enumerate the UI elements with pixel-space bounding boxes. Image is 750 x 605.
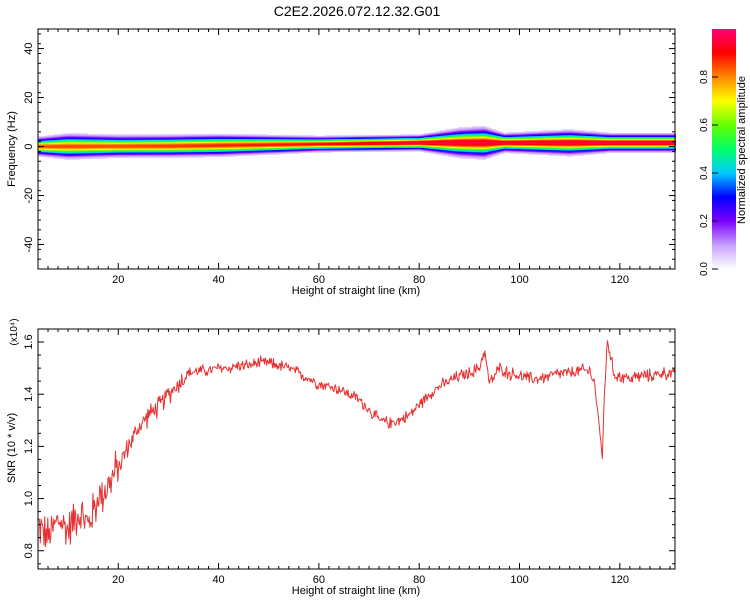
snr-ticks: 20 40 60 80 100 120 0.8 1.0 1.2 1.4 1.6 [23,329,675,586]
snr-scale-label: (x10⁴) [9,318,20,345]
colorbar-tick-label: 0.4 [699,166,710,180]
colorbar-gradient [712,29,736,269]
snr-ylabel: SNR (10 * v/v) [6,413,18,483]
colorbar-tick-label: 0.8 [699,70,710,84]
spectrogram-ytick-label: -20 [23,188,35,204]
snr-background [38,329,675,569]
snr-xtick-label: 60 [313,574,325,586]
colorbar-ticks: 0.0 0.2 0.4 0.6 0.8 [699,70,718,276]
figure-title: C2E2.2026.072.12.32.G01 [274,3,441,19]
snr-ytick-label: 1.2 [23,439,35,454]
colorbar: 0.0 0.2 0.4 0.6 0.8 Normalized spectral ampl… [699,29,748,276]
snr-series-line [38,340,675,548]
snr-panel: 20 40 60 80 100 120 0.8 1.0 1.2 1.4 1.6 Height of … [6,318,676,597]
snr-frame [37,328,676,570]
colorbar-tick-label: 0.0 [699,262,710,276]
spectrogram-xlabel: Height of straight line (km) [292,285,420,297]
spectrogram-xtick-label: 100 [510,274,528,286]
colorbar-tick-label: 0.6 [699,118,710,132]
colorbar-label: Normalized spectral amplitude [736,76,748,224]
snr-xtick-label: 80 [413,574,425,586]
spectrogram-ytick-label: 20 [23,91,35,103]
spectrogram-panel: 20 40 60 80 100 120 -40 -20 0 20 40 Height of stra… [6,28,676,297]
spectrogram-frame [37,28,676,270]
spectrogram-xtick-label: 80 [413,274,425,286]
snr-xtick-label: 20 [112,574,124,586]
spectrogram-ylabel: Frequency (Hz) [6,111,18,187]
spectrogram-xtick-label: 60 [313,274,325,286]
spectrogram-xtick-label: 40 [212,274,224,286]
colorbar-tick-label: 0.2 [699,214,710,228]
spectrogram-ytick-label: 40 [23,42,35,54]
snr-ytick-label: 1.4 [23,387,35,402]
snr-xtick-label: 120 [611,574,629,586]
snr-xtick-label: 40 [212,574,224,586]
snr-ytick-label: 0.8 [23,543,35,558]
spectrogram-ytick-label: -40 [23,237,35,253]
snr-ytick-label: 1.6 [23,334,35,349]
spectrogram-xtick-label: 120 [611,274,629,286]
snr-xlabel: Height of straight line (km) [292,585,420,597]
spectrogram-xtick-label: 20 [112,274,124,286]
snr-ytick-label: 1.0 [23,491,35,506]
spectrogram-ticks: 20 40 60 80 100 120 -40 -20 0 20 40 [23,29,675,286]
spectrogram-ytick-label: 0 [23,143,35,149]
snr-xtick-label: 100 [510,574,528,586]
spectrogram-heatmap [38,126,676,160]
